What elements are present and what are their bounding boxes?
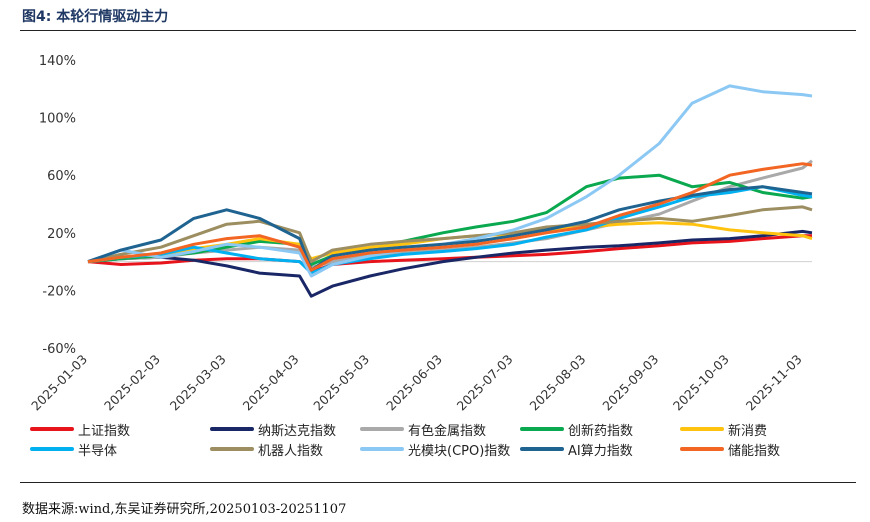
series-line-2 bbox=[87, 229, 813, 298]
legend-label: 半导体 bbox=[78, 443, 118, 459]
x-tick-label: 2025-06-03 bbox=[383, 352, 445, 414]
x-tick-label: 2025-07-03 bbox=[454, 352, 516, 414]
legend-swatch bbox=[210, 447, 254, 451]
x-axis: 2025-01-03 2025-02-03 2025-03-03 2025-04-03… bbox=[28, 352, 805, 414]
legend-item: 上证指数 bbox=[30, 420, 131, 439]
y-tick-label: 100% bbox=[39, 112, 76, 127]
legend-swatch bbox=[680, 427, 724, 431]
legend-label: 创新药指数 bbox=[568, 423, 634, 439]
y-axis: -60% -20% 20% 60% 100% 140% bbox=[39, 54, 812, 357]
x-tick-label: 2025-03-03 bbox=[167, 352, 229, 414]
x-tick-label: 2025-10-03 bbox=[670, 352, 732, 414]
legend-swatch bbox=[360, 427, 404, 431]
legend-item: 创新药指数 bbox=[520, 420, 634, 439]
legend-item: 机器人指数 bbox=[210, 440, 324, 459]
legend-swatch bbox=[520, 447, 564, 451]
y-tick-label: 20% bbox=[47, 227, 76, 242]
source-note: 数据来源:wind,东吴证券研究所,20250103-20251107 bbox=[22, 502, 347, 517]
legend-label: 储能指数 bbox=[728, 443, 781, 459]
legend-item: 光模块(CPO)指数 bbox=[360, 440, 511, 459]
legend-swatch bbox=[520, 427, 564, 431]
x-tick-label: 2025-02-03 bbox=[101, 352, 163, 414]
series-line-6 bbox=[87, 185, 813, 275]
series-line-7 bbox=[87, 205, 813, 264]
legend-label: 新消费 bbox=[728, 423, 768, 439]
series-lines bbox=[87, 84, 813, 298]
series-line-10 bbox=[87, 162, 813, 272]
series-line-9 bbox=[87, 185, 813, 272]
legend-item: 有色金属指数 bbox=[360, 420, 487, 439]
figure-title: 图4: 本轮行情驱动主力 bbox=[22, 9, 169, 25]
legend-label: 机器人指数 bbox=[258, 443, 324, 459]
legend-label: 纳斯达克指数 bbox=[258, 423, 337, 439]
legend-swatch bbox=[210, 427, 254, 431]
legend-item: 储能指数 bbox=[680, 440, 781, 459]
legend-label: AI算力指数 bbox=[568, 443, 633, 459]
x-tick-label: 2025-08-03 bbox=[526, 352, 588, 414]
legend-swatch bbox=[680, 447, 724, 451]
x-tick-label: 2025-05-03 bbox=[310, 352, 372, 414]
legend-label: 上证指数 bbox=[78, 423, 131, 439]
series-line-1 bbox=[87, 234, 812, 274]
legend-swatch bbox=[30, 447, 74, 451]
x-tick-label: 2025-11-03 bbox=[743, 352, 805, 414]
legend-swatch bbox=[360, 447, 404, 451]
legend-label: 光模块(CPO)指数 bbox=[408, 443, 511, 459]
bottom-rule bbox=[20, 482, 856, 483]
legend-item: AI算力指数 bbox=[520, 440, 633, 459]
y-tick-label: -20% bbox=[42, 284, 76, 299]
y-tick-label: 60% bbox=[47, 169, 76, 184]
legend-item: 半导体 bbox=[30, 440, 118, 459]
x-tick-label: 2025-09-03 bbox=[599, 352, 661, 414]
line-chart: -60% -20% 20% 60% 100% 140% 2025-01-03 2025-02… bbox=[28, 54, 813, 414]
chart-legend: 上证指数 纳斯达克指数 有色金属指数 创新药指数 新消费半导体 机器人指数 光模块(CPO)… bbox=[30, 420, 830, 459]
legend-label: 有色金属指数 bbox=[408, 423, 487, 439]
legend-item: 纳斯达克指数 bbox=[210, 420, 337, 439]
y-tick-label: -60% bbox=[42, 342, 76, 357]
legend-item: 新消费 bbox=[680, 420, 768, 439]
x-tick-label: 2025-04-03 bbox=[240, 352, 302, 414]
y-tick-label: 140% bbox=[39, 54, 76, 69]
top-rule bbox=[20, 30, 856, 31]
legend-swatch bbox=[30, 427, 74, 431]
x-tick-label: 2025-01-03 bbox=[28, 352, 90, 414]
